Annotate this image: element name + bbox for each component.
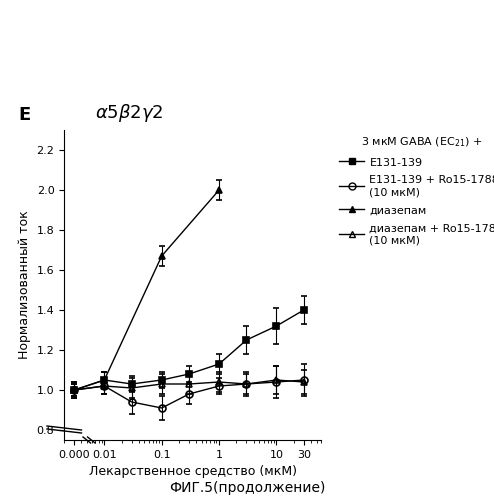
Text: ФИГ.5(продолжение): ФИГ.5(продолжение) bbox=[169, 481, 325, 495]
Y-axis label: Нормализованный ток: Нормализованный ток bbox=[18, 210, 31, 360]
Text: $\alpha$5$\beta$2$\gamma$2: $\alpha$5$\beta$2$\gamma$2 bbox=[95, 102, 164, 124]
X-axis label: Лекарственное средство (мкМ): Лекарственное средство (мкМ) bbox=[88, 466, 297, 478]
Text: E: E bbox=[18, 106, 30, 124]
Legend: E131-139, E131-139 + Ro15-1788
(10 мкМ), диазепам, диазепам + Ro15-1788
(10 мкМ): E131-139, E131-139 + Ro15-1788 (10 мкМ),… bbox=[339, 136, 494, 245]
